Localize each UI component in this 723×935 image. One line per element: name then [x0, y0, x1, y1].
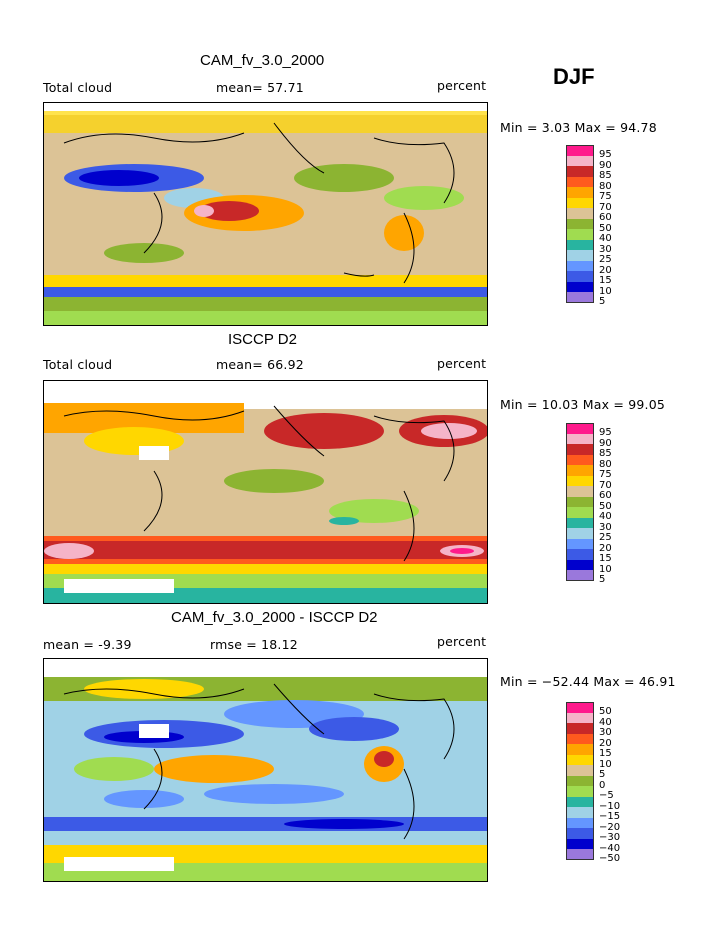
colorbar-label: −10: [599, 800, 621, 812]
colorbar-label: 5: [599, 769, 606, 780]
map-field: [44, 659, 487, 881]
colorbar-label: 70: [599, 201, 612, 213]
map-panel-observed: [43, 380, 488, 604]
panel-center-label: mean= 57.71: [216, 80, 304, 95]
panel-units-label: percent: [437, 356, 487, 371]
panel-units-label: percent: [437, 78, 487, 93]
colorbar-label: −30: [599, 832, 621, 843]
colorbar-label: 95: [599, 427, 612, 438]
colorbar-label: −15: [599, 811, 621, 822]
colorbar-label: 60: [599, 490, 612, 501]
colorbar-frame: [566, 702, 594, 860]
panel-title: ISCCP D2: [228, 331, 297, 348]
colorbar-label: 40: [599, 716, 612, 728]
colorbar-label: 5: [599, 296, 606, 307]
colorbar-label: 25: [599, 532, 612, 543]
colorbar-label: 95: [599, 149, 612, 160]
colorbar-label: 90: [599, 437, 612, 449]
colorbar-label: 10: [599, 563, 612, 575]
colorbar-frame: [566, 145, 594, 303]
colorbar-label: 75: [599, 469, 612, 480]
colorbar-label: 0: [599, 779, 606, 791]
colorbar-label: −5: [599, 790, 614, 801]
colorbar-label: −50: [599, 853, 621, 864]
colorbar-label: 70: [599, 479, 612, 491]
map-field: [44, 381, 487, 603]
colorbar-label: −20: [599, 821, 621, 833]
colorbar-label: 10: [599, 285, 612, 297]
colorbar-frame: [566, 423, 594, 581]
map-panel-difference: [43, 658, 488, 882]
panel-title: CAM_fv_3.0_2000: [200, 52, 325, 69]
colorbar-label: 5: [599, 574, 606, 585]
panel-center-label: rmse = 18.12: [210, 637, 298, 652]
map-field: [44, 103, 487, 325]
colorbar-label: 30: [599, 521, 612, 533]
colorbar-label: 25: [599, 254, 612, 265]
colorbar-label: 50: [599, 500, 612, 512]
panel-title: CAM_fv_3.0_2000 - ISCCP D2: [171, 609, 378, 626]
panel-left-label: mean = -9.39: [43, 637, 132, 652]
colorbar-label: 85: [599, 448, 612, 459]
map-panel-model: [43, 102, 488, 326]
colorbar-label: 50: [599, 706, 612, 717]
colorbar-label: 15: [599, 553, 612, 564]
colorbar-label: 75: [599, 191, 612, 202]
colorbar-label: 20: [599, 542, 612, 554]
colorbar-label: 85: [599, 170, 612, 181]
colorbar-label: 30: [599, 727, 612, 738]
colorbar-label: 90: [599, 159, 612, 171]
panel-center-label: mean= 66.92: [216, 357, 304, 372]
colorbar-label: 15: [599, 275, 612, 286]
colorbar-label: 80: [599, 458, 612, 470]
colorbar-label: 10: [599, 758, 612, 770]
panel-minmax: Min = 10.03 Max = 99.05: [500, 397, 666, 412]
colorbar-label: 15: [599, 748, 612, 759]
colorbar-label: 50: [599, 222, 612, 234]
colorbar-label: 20: [599, 264, 612, 276]
colorbar-label: 60: [599, 212, 612, 223]
panel-left-label: Total cloud: [43, 357, 113, 372]
colorbar-label: −40: [599, 842, 621, 854]
panel-left-label: Total cloud: [43, 80, 113, 95]
colorbar-label: 80: [599, 180, 612, 192]
colorbar-label: 30: [599, 243, 612, 255]
panel-minmax: Min = 3.03 Max = 94.78: [500, 120, 657, 135]
panel-units-label: percent: [437, 634, 487, 649]
colorbar-label: 20: [599, 737, 612, 749]
season-label: DJF: [553, 64, 595, 89]
colorbar-label: 40: [599, 233, 612, 244]
colorbar-label: 40: [599, 511, 612, 522]
panel-minmax: Min = −52.44 Max = 46.91: [500, 674, 676, 689]
